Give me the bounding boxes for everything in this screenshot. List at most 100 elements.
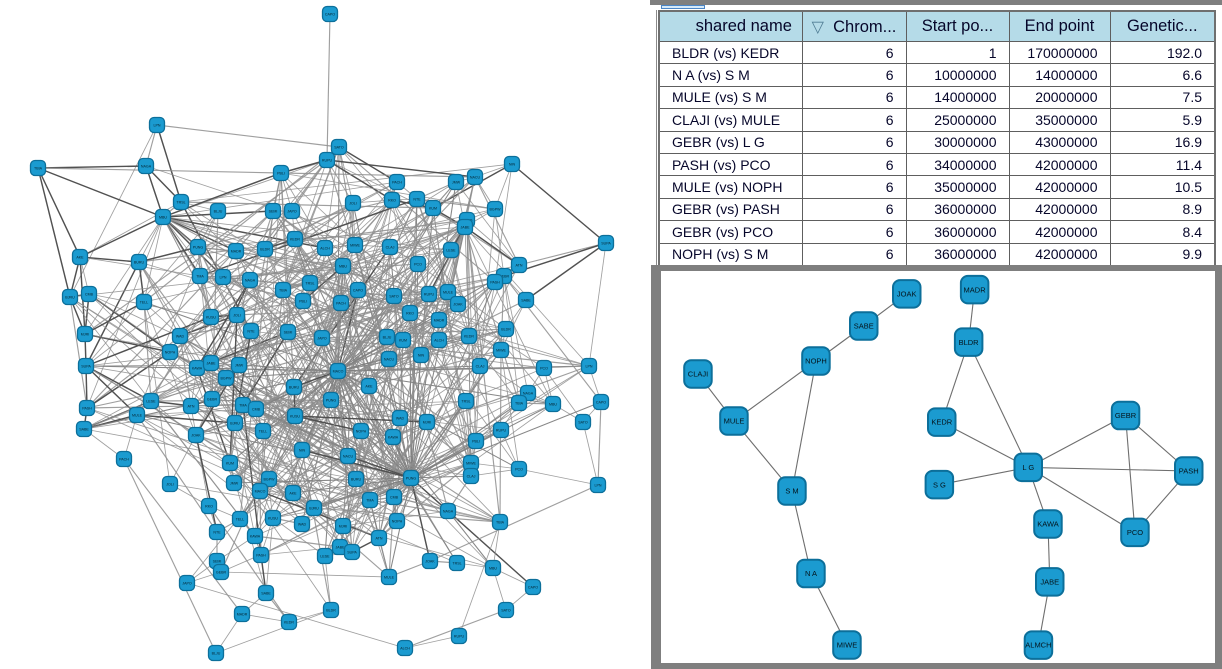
svg-text:SUPA: SUPA	[81, 364, 91, 368]
svg-text:JABE: JABE	[1040, 578, 1059, 587]
svg-text:JAPO: JAPO	[287, 209, 297, 213]
svg-text:NTE: NTE	[247, 329, 255, 333]
svg-text:KAWA: KAWA	[250, 534, 261, 538]
svg-text:AKE: AKE	[365, 384, 373, 388]
svg-text:TBIA: TBIA	[496, 520, 505, 524]
svg-text:KAWA: KAWA	[192, 366, 203, 370]
svg-text:PUNG: PUNG	[326, 398, 337, 402]
svg-text:KEDR: KEDR	[290, 237, 300, 241]
svg-text:ALCH: ALCH	[400, 646, 410, 650]
svg-text:BLJU: BLJU	[212, 651, 221, 655]
svg-text:CMB: CMB	[85, 292, 94, 296]
svg-text:MADR: MADR	[434, 318, 445, 322]
svg-text:PASH: PASH	[490, 280, 500, 284]
svg-text:TRSL: TRSL	[305, 281, 314, 285]
svg-text:JOLI: JOLI	[166, 482, 174, 486]
svg-text:SATO: SATO	[578, 420, 588, 424]
svg-text:CLAJ: CLAJ	[476, 364, 485, 368]
svg-text:RUPU: RUPU	[454, 634, 465, 638]
svg-text:BURU: BURU	[289, 385, 300, 389]
svg-text:MULE: MULE	[443, 290, 454, 294]
svg-text:PBLI: PBLI	[277, 171, 285, 175]
svg-text:JAPO: JAPO	[317, 336, 327, 340]
svg-text:JABE: JABE	[461, 225, 471, 229]
svg-text:JOAK: JOAK	[453, 302, 463, 306]
svg-text:BLJU: BLJU	[383, 335, 392, 339]
svg-text:MIWE: MIWE	[496, 348, 506, 352]
svg-text:JOLI: JOLI	[233, 313, 241, 317]
svg-text:ALCH: ALCH	[434, 338, 444, 342]
svg-text:LPN: LPN	[220, 275, 227, 279]
svg-text:S G: S G	[933, 480, 946, 489]
svg-text:SUPA: SUPA	[601, 241, 611, 245]
svg-text:LESE: LESE	[146, 399, 156, 403]
svg-text:PBLI: PBLI	[472, 439, 480, 443]
svg-text:PACH: PACH	[119, 457, 129, 461]
svg-text:NOPH: NOPH	[392, 519, 403, 523]
svg-text:CLAJI: CLAJI	[688, 370, 708, 379]
svg-text:LPN: LPN	[586, 364, 593, 368]
svg-text:SABE: SABE	[521, 298, 531, 302]
svg-text:PUNG: PUNG	[193, 245, 204, 249]
svg-text:CAPO: CAPO	[325, 12, 335, 16]
svg-text:BURU: BURU	[351, 477, 362, 481]
svg-text:NAGA: NAGA	[245, 278, 256, 282]
svg-text:BGPW: BGPW	[264, 477, 276, 481]
svg-text:JMW: JMW	[235, 363, 244, 367]
svg-text:KEDR: KEDR	[464, 334, 474, 338]
svg-text:BURU: BURU	[134, 260, 145, 264]
svg-text:PBLI: PBLI	[299, 299, 307, 303]
svg-text:JABE: JABE	[207, 361, 217, 365]
svg-text:TBIA: TBIA	[34, 166, 43, 170]
svg-text:JMW: JMW	[230, 481, 239, 485]
svg-text:MIWE: MIWE	[466, 461, 476, 465]
svg-text:SABE: SABE	[79, 427, 89, 431]
svg-text:BLDR: BLDR	[260, 247, 270, 251]
svg-text:BGPW: BGPW	[490, 207, 502, 211]
svg-text:CAPO: CAPO	[528, 585, 538, 589]
svg-text:MBU: MBU	[549, 402, 557, 406]
svg-text:KUM: KUM	[226, 461, 234, 465]
svg-text:KUM: KUM	[399, 338, 407, 342]
svg-text:MBU: MBU	[489, 566, 497, 570]
svg-text:GEBR: GEBR	[207, 397, 218, 401]
svg-text:PASH: PASH	[256, 553, 266, 557]
svg-text:SATO: SATO	[501, 608, 511, 612]
svg-text:PACH: PACH	[392, 180, 402, 184]
svg-text:GEBR: GEBR	[1115, 411, 1137, 420]
svg-text:MBU: MBU	[339, 264, 347, 268]
svg-text:RKO: RKO	[205, 504, 213, 508]
svg-text:CAPO: CAPO	[353, 288, 363, 292]
svg-text:KAWA: KAWA	[1037, 520, 1059, 529]
svg-text:SUPA: SUPA	[347, 550, 357, 554]
svg-text:WAD: WAD	[298, 522, 307, 526]
svg-text:RUPU: RUPU	[322, 158, 333, 162]
svg-text:JOLI: JOLI	[349, 201, 357, 205]
svg-text:NAGA: NAGA	[443, 509, 454, 513]
svg-text:TELL: TELL	[140, 300, 149, 304]
svg-text:MULE: MULE	[384, 575, 395, 579]
svg-text:SABE: SABE	[261, 591, 271, 595]
svg-text:JOAK: JOAK	[897, 289, 917, 298]
svg-text:ATN: ATN	[516, 263, 523, 267]
svg-text:JABE: JABE	[336, 545, 346, 549]
svg-text:SABE: SABE	[854, 322, 874, 331]
svg-text:SEMI: SEMI	[213, 559, 222, 563]
svg-text:TELL: TELL	[259, 429, 268, 433]
svg-text:KUSU: KUSU	[206, 315, 216, 319]
svg-text:MADR: MADR	[964, 285, 987, 294]
svg-text:TBIA: TBIA	[279, 288, 288, 292]
svg-text:ALCH: ALCH	[320, 246, 330, 250]
svg-text:BLDR: BLDR	[959, 338, 980, 347]
svg-text:MIWE: MIWE	[350, 243, 360, 247]
svg-text:ALMCH: ALMCH	[1025, 641, 1051, 650]
svg-text:PCO: PCO	[540, 366, 548, 370]
svg-text:MACO: MACO	[333, 369, 344, 373]
svg-text:TRSL: TRSL	[452, 561, 461, 565]
svg-text:PASH: PASH	[82, 406, 92, 410]
svg-text:LPN: LPN	[595, 483, 602, 487]
svg-text:NACU: NACU	[343, 454, 354, 458]
svg-text:GEBR: GEBR	[216, 570, 227, 574]
svg-text:JOAK: JOAK	[425, 559, 435, 563]
svg-text:SEMI: SEMI	[284, 330, 293, 334]
